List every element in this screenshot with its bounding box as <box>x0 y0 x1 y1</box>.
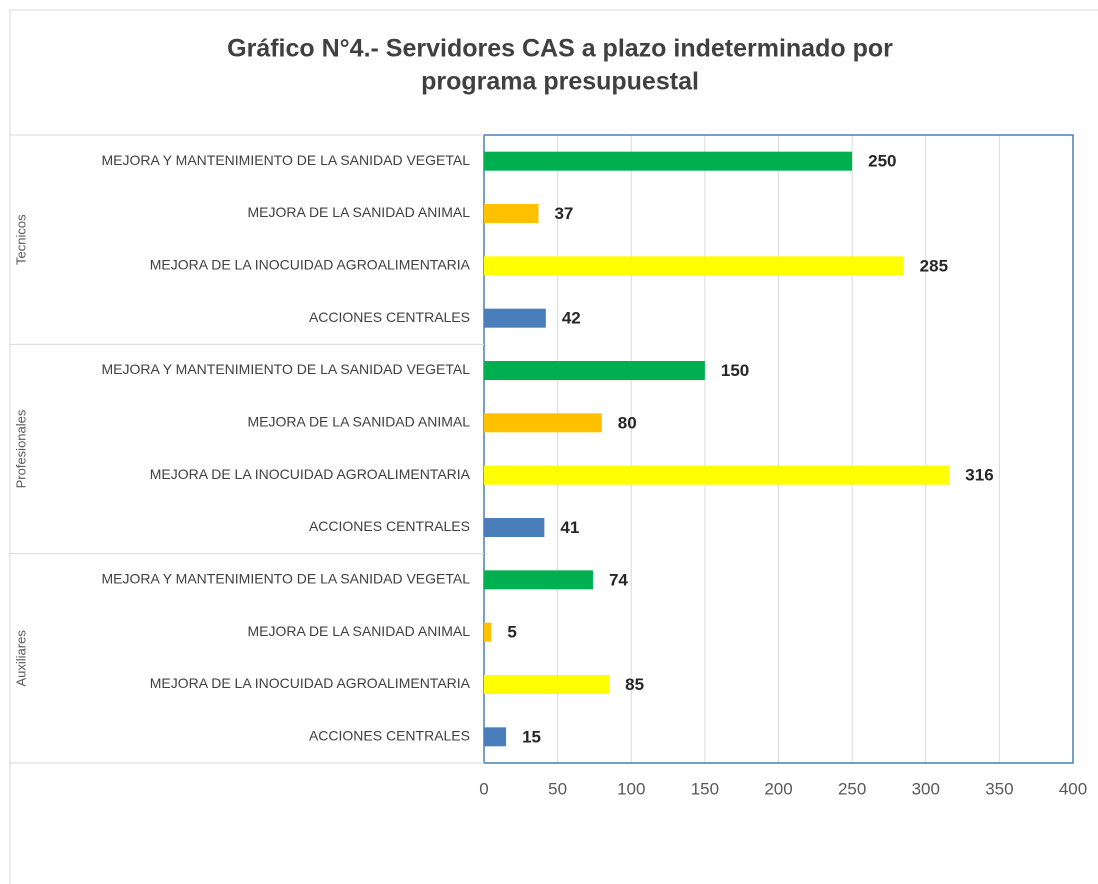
x-tick-label: 300 <box>912 779 940 798</box>
group-label: Profesionales <box>13 409 28 488</box>
x-tick-label: 250 <box>838 779 866 798</box>
data-label: 285 <box>920 256 948 275</box>
data-label: 41 <box>560 518 579 537</box>
data-label: 316 <box>965 466 993 485</box>
plot-border <box>483 134 1074 764</box>
x-tick-label: 150 <box>691 779 719 798</box>
bar <box>484 308 546 328</box>
y-tick-label: MEJORA DE LA INOCUIDAD AGROALIMENTARIA <box>150 675 471 691</box>
y-tick-label: MEJORA DE LA SANIDAD ANIMAL <box>247 204 470 220</box>
y-tick-label: ACCIONES CENTRALES <box>309 309 470 325</box>
y-tick-label: MEJORA DE LA INOCUIDAD AGROALIMENTARIA <box>150 466 471 482</box>
bar <box>484 675 610 694</box>
chart-border <box>9 9 1098 884</box>
x-tick-label: 400 <box>1059 779 1087 798</box>
data-label: 74 <box>609 570 628 589</box>
bar <box>484 256 904 276</box>
bar <box>484 570 593 590</box>
bar <box>484 151 853 171</box>
y-tick-label: MEJORA DE LA SANIDAD ANIMAL <box>247 414 470 430</box>
data-label: 15 <box>522 727 541 746</box>
bar <box>484 204 539 223</box>
x-tick-label: 50 <box>548 779 567 798</box>
y-tick-label: MEJORA Y MANTENIMIENTO DE LA SANIDAD VEG… <box>102 152 471 168</box>
data-label: 42 <box>562 309 581 328</box>
chart-title: Gráfico N°4.- Servidores CAS a plazo ind… <box>227 35 893 63</box>
x-tick-label: 100 <box>617 779 645 798</box>
bar <box>484 361 705 380</box>
data-label: 80 <box>618 413 637 432</box>
group-label: Auxiliares <box>13 630 28 687</box>
bar <box>484 465 950 485</box>
bar <box>484 518 545 537</box>
x-tick-label: 200 <box>764 779 792 798</box>
bar <box>484 413 602 433</box>
data-label: 85 <box>625 675 644 694</box>
data-label: 5 <box>507 623 516 642</box>
bar <box>484 727 507 747</box>
y-tick-label: MEJORA DE LA INOCUIDAD AGROALIMENTARIA <box>150 257 471 273</box>
y-tick-label: MEJORA Y MANTENIMIENTO DE LA SANIDAD VEG… <box>102 571 471 587</box>
y-tick-label: MEJORA DE LA SANIDAD ANIMAL <box>247 623 470 639</box>
bar <box>484 622 492 642</box>
x-tick-label: 350 <box>985 779 1013 798</box>
data-label: 37 <box>554 204 573 223</box>
chart-title: programa presupuestal <box>421 68 699 96</box>
data-label: 250 <box>868 152 896 171</box>
y-tick-label: ACCIONES CENTRALES <box>309 728 470 744</box>
x-tick-label: 0 <box>479 779 488 798</box>
y-tick-label: ACCIONES CENTRALES <box>309 518 470 534</box>
data-label: 150 <box>721 361 749 380</box>
group-label: Tecnicos <box>13 214 28 265</box>
y-tick-label: MEJORA Y MANTENIMIENTO DE LA SANIDAD VEG… <box>102 361 471 377</box>
